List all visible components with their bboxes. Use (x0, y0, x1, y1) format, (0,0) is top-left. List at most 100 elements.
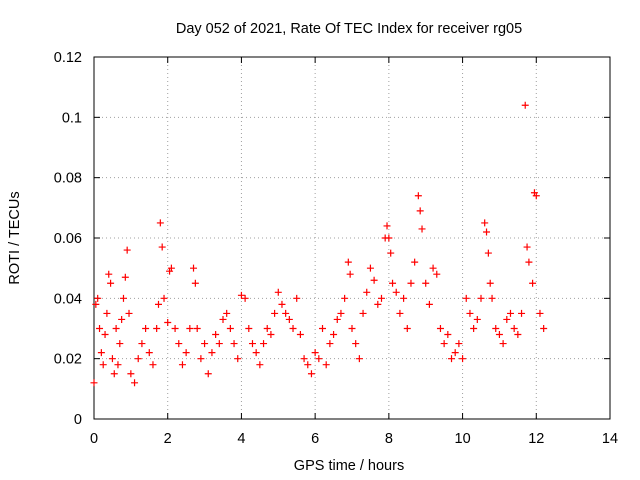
data-point (400, 294, 408, 302)
data-point (285, 315, 293, 323)
data-point (271, 309, 279, 317)
data-point (175, 340, 183, 348)
data-point (436, 325, 444, 332)
y-tick-label: 0.02 (54, 352, 82, 368)
x-tick-label: 0 (90, 431, 98, 447)
data-point (319, 325, 327, 332)
x-tick-label: 12 (528, 431, 544, 447)
y-tick-label: 0.12 (54, 50, 82, 66)
y-tick-label: 0.08 (54, 171, 82, 187)
data-point (425, 300, 433, 308)
data-point (444, 331, 452, 339)
data-point (486, 279, 494, 287)
data-point (289, 325, 297, 332)
data-point (103, 309, 111, 317)
data-point (536, 309, 544, 317)
data-point (171, 325, 179, 332)
data-point (525, 258, 533, 266)
data-point (138, 340, 146, 348)
data-point (293, 294, 301, 302)
data-point (237, 291, 245, 299)
data-point (108, 355, 116, 363)
y-axis-label: ROTI / TECUs (7, 191, 23, 284)
data-point (523, 243, 531, 251)
data-point (346, 270, 354, 278)
data-point (278, 300, 286, 308)
data-point (248, 340, 256, 348)
data-point (155, 300, 162, 308)
data-point (208, 349, 216, 357)
data-point (484, 249, 492, 257)
data-point (462, 294, 470, 302)
data-point (164, 318, 172, 326)
data-point (190, 264, 198, 272)
y-tick-label: 0.1 (62, 110, 82, 126)
data-point (348, 325, 356, 332)
data-point (119, 294, 127, 302)
data-point (387, 249, 395, 257)
y-tick-labels: 0 0.02 0.04 0.06 0.08 0.1 0.12 (54, 50, 82, 428)
data-point (226, 325, 234, 332)
data-point (197, 355, 205, 363)
chart-title: Day 052 of 2021, Rate Of TEC Index for r… (176, 21, 522, 37)
data-point (186, 325, 194, 332)
data-point (178, 361, 186, 369)
data-point (245, 325, 253, 332)
data-point (204, 370, 212, 378)
data-point (326, 340, 334, 348)
data-point (300, 355, 308, 363)
x-axis-label: GPS time / hours (294, 458, 404, 474)
y-tick-label: 0 (74, 412, 82, 428)
x-tick-label: 10 (455, 431, 471, 447)
data-point (506, 309, 514, 317)
data-point (470, 325, 478, 332)
data-point (374, 300, 382, 308)
x-tick-label: 2 (164, 431, 172, 447)
data-point (341, 294, 349, 302)
data-point (260, 340, 268, 348)
data-point (296, 331, 304, 339)
data-point (99, 361, 107, 369)
data-point (182, 349, 190, 357)
data-point (304, 361, 312, 369)
x-tick-labels: 0 2 4 6 8 10 12 14 (90, 431, 618, 447)
data-point (377, 294, 385, 302)
data-point (396, 309, 404, 317)
data-point (352, 340, 360, 348)
data-point (142, 325, 150, 332)
data-point (459, 355, 467, 363)
data-point (112, 325, 120, 332)
data-point (518, 309, 526, 317)
data-point (473, 315, 481, 323)
data-point (429, 264, 437, 272)
data-point (219, 315, 227, 323)
data-point (307, 370, 315, 378)
data-point (322, 361, 330, 369)
x-tick-label: 8 (385, 431, 393, 447)
data-point (107, 279, 115, 287)
data-point (389, 279, 397, 287)
data-point (158, 243, 166, 251)
data-point (282, 309, 290, 317)
data-point (416, 207, 424, 215)
data-point (344, 258, 352, 266)
data-point (514, 331, 522, 339)
data-point (193, 325, 201, 332)
data-point (252, 349, 260, 357)
data-point (121, 273, 129, 281)
data-point (105, 270, 113, 278)
data-point (359, 309, 367, 317)
data-point (97, 349, 105, 357)
data-point (370, 276, 378, 284)
data-point (94, 294, 102, 302)
data-point (131, 379, 139, 387)
data-point (156, 219, 164, 227)
data-point (153, 325, 161, 332)
data-point (481, 219, 489, 227)
data-point (540, 325, 548, 332)
data-point (492, 325, 500, 332)
y-tick-label: 0.04 (54, 291, 82, 307)
data-point (392, 288, 400, 296)
data-point (488, 294, 496, 302)
